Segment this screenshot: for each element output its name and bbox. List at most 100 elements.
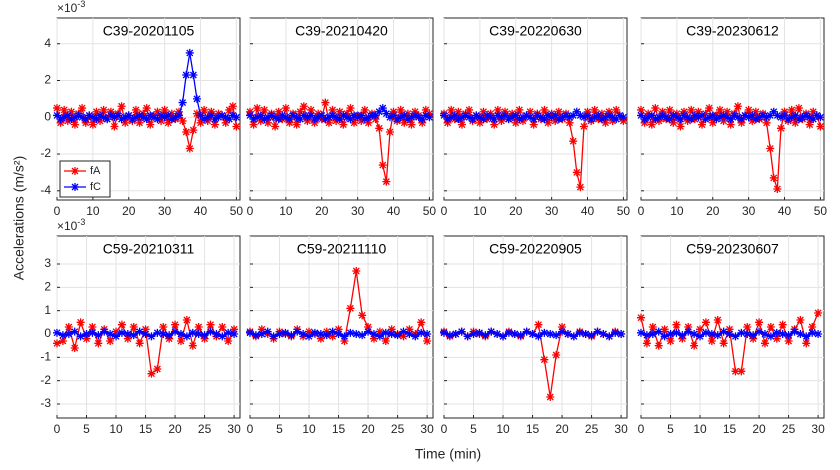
data-point [468, 115, 477, 124]
data-point [730, 111, 739, 120]
data-point [135, 118, 144, 127]
data-point [96, 111, 105, 120]
data-point [246, 328, 254, 337]
data-point [637, 105, 645, 114]
data-point [493, 330, 502, 338]
data-point [176, 330, 185, 338]
data-point [483, 111, 492, 120]
data-point [666, 330, 675, 338]
data-point [579, 122, 588, 131]
data-point [399, 332, 408, 341]
data-point [579, 113, 588, 122]
data-point [353, 113, 362, 122]
data-point [672, 320, 681, 329]
data-point [644, 113, 653, 122]
data-point [576, 183, 585, 192]
data-point [106, 330, 115, 338]
data-point [694, 113, 703, 122]
data-point [787, 113, 796, 122]
data-point [773, 111, 782, 120]
data-point [189, 70, 198, 79]
data-point [165, 331, 174, 340]
data-point [802, 111, 811, 120]
x-tick-label: 20 [555, 422, 569, 436]
data-point [597, 109, 606, 118]
y-tick-label: 0 [44, 326, 51, 340]
data-point [324, 113, 333, 122]
data-point [340, 332, 349, 341]
x-tick-label: 0 [247, 422, 254, 436]
data-point [375, 327, 384, 336]
data-point [210, 115, 219, 124]
x-tick-label: 10 [693, 422, 707, 436]
data-point [755, 113, 764, 122]
x-tick-label: 20 [706, 204, 720, 218]
data-point [715, 113, 724, 122]
data-point [642, 331, 651, 340]
data-point [726, 115, 735, 124]
data-point [194, 323, 203, 331]
data-point [76, 318, 85, 327]
data-point [540, 328, 549, 337]
data-point [737, 367, 746, 376]
data-point [515, 105, 524, 114]
data-point [554, 115, 563, 124]
x-tick-label: 0 [638, 422, 645, 436]
y-tick-label: 1 [44, 303, 51, 317]
data-point [725, 330, 734, 338]
data-point [358, 331, 367, 340]
data-point [305, 327, 314, 336]
data-point [142, 104, 151, 113]
data-point [82, 334, 91, 343]
data-point [690, 330, 699, 338]
data-point [723, 107, 732, 116]
data-point [594, 111, 603, 120]
data-point [511, 111, 520, 120]
data-point [340, 337, 349, 345]
x-tick-label: 25 [198, 422, 212, 436]
x-tick-label: 20 [315, 204, 329, 218]
data-point [522, 111, 531, 120]
data-point [135, 339, 144, 348]
data-point [660, 325, 669, 334]
data-point [263, 327, 272, 336]
data-point [176, 337, 185, 345]
data-point [178, 116, 187, 125]
data-point [153, 328, 162, 337]
data-point [766, 111, 775, 120]
data-point [647, 120, 656, 129]
x-tick-label: 0 [247, 204, 254, 218]
data-point [698, 120, 706, 129]
data-point [784, 115, 793, 124]
x-tick-label: 0 [54, 204, 61, 218]
data-point [60, 113, 69, 122]
data-point [271, 113, 280, 122]
data-point [501, 111, 509, 120]
data-point [360, 115, 369, 124]
data-point [694, 107, 703, 116]
x-tick-label: 10 [279, 204, 293, 218]
data-point [451, 330, 460, 338]
data-point [814, 309, 823, 317]
data-point [63, 116, 72, 125]
data-point [218, 111, 227, 120]
data-point [809, 107, 818, 116]
data-point [665, 105, 674, 114]
data-point [346, 328, 355, 337]
data-point [316, 330, 325, 338]
data-point [185, 48, 194, 57]
data-point [611, 328, 620, 337]
data-point [292, 120, 301, 129]
x-tick-label: 50 [423, 204, 437, 218]
data-point [364, 118, 373, 127]
data-point [712, 115, 721, 124]
data-point [457, 120, 466, 129]
legend-box [59, 160, 111, 198]
data-point [708, 111, 717, 120]
data-point [123, 334, 132, 343]
data-point [85, 111, 94, 120]
x-tick-label: 5 [83, 422, 90, 436]
data-point [334, 330, 343, 338]
data-point [310, 328, 319, 337]
